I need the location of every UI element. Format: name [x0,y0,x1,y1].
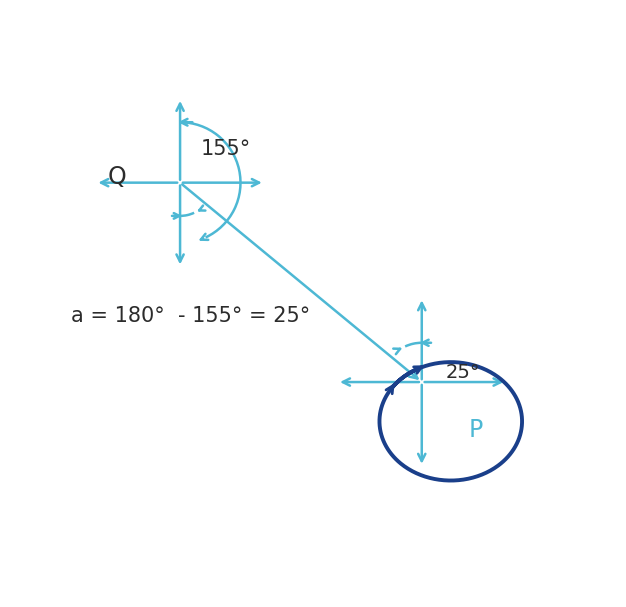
Text: 155°: 155° [200,140,250,160]
Text: P: P [469,418,483,443]
Text: 25°: 25° [446,364,481,382]
Text: Q: Q [107,164,126,189]
Text: a = 180°  - 155° = 25°: a = 180° - 155° = 25° [71,305,310,325]
